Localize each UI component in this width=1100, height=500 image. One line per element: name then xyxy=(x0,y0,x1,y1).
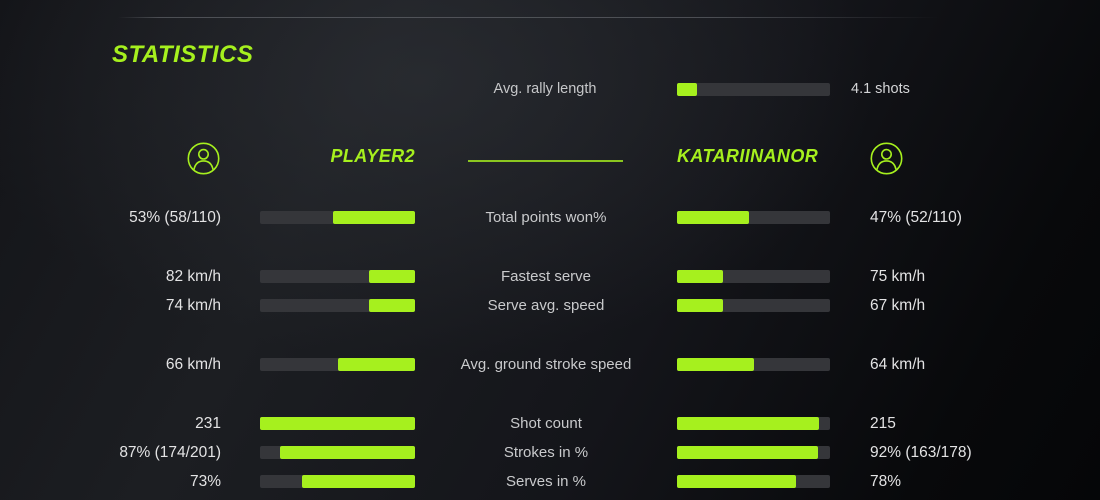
right-bar-fill xyxy=(677,358,754,371)
players-divider-line xyxy=(468,160,623,162)
right-player-value: 67 km/h xyxy=(870,296,926,314)
stat-label: Total points won% xyxy=(485,209,607,226)
avg-rally-length-bar xyxy=(677,83,830,96)
left-player-bar xyxy=(260,417,415,430)
right-player-bar xyxy=(677,299,830,312)
left-bar-fill xyxy=(260,417,415,430)
left-player-value: 82 km/h xyxy=(165,267,221,285)
right-player-bar xyxy=(677,475,830,488)
left-bar-fill xyxy=(280,446,415,459)
left-player-value: 73% xyxy=(189,472,221,490)
person-circle-icon xyxy=(187,142,220,175)
right-player-value: 64 km/h xyxy=(870,355,926,373)
stat-label: Serves in % xyxy=(505,473,587,490)
stat-label: Shot count xyxy=(510,415,582,432)
stat-label: Fastest serve xyxy=(500,268,592,285)
left-player-bar xyxy=(260,358,415,371)
right-player-value: 78% xyxy=(870,472,902,490)
rally-bar-fill xyxy=(677,83,697,96)
right-player-bar xyxy=(677,270,830,283)
right-player-bar xyxy=(677,417,830,430)
left-player-value: 66 km/h xyxy=(165,355,221,373)
top-divider-line xyxy=(118,17,940,18)
right-bar-fill xyxy=(677,270,723,283)
stat-row: 73% Serves in % 78% xyxy=(0,467,1100,496)
left-player-bar xyxy=(260,299,415,312)
left-bar-fill xyxy=(332,211,415,224)
right-player-name: KATARIINANOR xyxy=(677,146,819,166)
stat-label: Serve avg. speed xyxy=(487,297,605,314)
right-bar-fill xyxy=(677,417,820,430)
left-player-bar xyxy=(260,446,415,459)
left-player-avatar[interactable] xyxy=(187,142,220,175)
left-player-bar xyxy=(260,270,415,283)
stat-row: 82 km/h Fastest serve 75 km/h xyxy=(0,262,1100,291)
left-player-value: 74 km/h xyxy=(165,296,221,314)
stat-row: 231 Shot count 215 xyxy=(0,409,1100,438)
right-bar-fill xyxy=(677,211,749,224)
right-player-value: 47% (52/110) xyxy=(870,208,962,226)
stat-row: 66 km/h Avg. ground stroke speed 64 km/h xyxy=(0,350,1100,379)
right-bar-fill xyxy=(677,475,797,488)
left-player-bar xyxy=(260,211,415,224)
left-bar-fill xyxy=(368,270,415,283)
right-player-value: 75 km/h xyxy=(870,267,926,285)
stat-row: 53% (58/110) Total points won% 47% (52/1… xyxy=(0,203,1100,232)
left-player-value: 87% (174/201) xyxy=(119,443,221,461)
person-circle-icon xyxy=(870,142,903,175)
page-title: STATISTICS xyxy=(112,41,254,68)
stat-row: 74 km/h Serve avg. speed 67 km/h xyxy=(0,291,1100,320)
right-player-avatar[interactable] xyxy=(870,142,903,175)
stat-row: 87% (174/201) Strokes in % 92% (163/178) xyxy=(0,438,1100,467)
right-player-value: 92% (163/178) xyxy=(870,443,972,461)
right-player-value: 215 xyxy=(870,414,896,432)
left-bar-fill xyxy=(301,475,415,488)
right-player-bar xyxy=(677,358,830,371)
stats-rows: 53% (58/110) Total points won% 47% (52/1… xyxy=(0,203,1100,496)
left-player-value: 231 xyxy=(195,414,221,432)
left-bar-fill xyxy=(368,299,415,312)
left-player-name: PLAYER2 xyxy=(330,146,415,166)
avg-rally-length-value: 4.1 shots xyxy=(851,81,910,97)
stat-label: Strokes in % xyxy=(503,444,589,461)
right-player-bar xyxy=(677,446,830,459)
stat-label: Avg. ground stroke speed xyxy=(460,356,632,373)
right-bar-fill xyxy=(677,299,723,312)
left-player-bar xyxy=(260,475,415,488)
right-bar-fill xyxy=(677,446,818,459)
left-player-value: 53% (58/110) xyxy=(129,208,221,226)
right-player-bar xyxy=(677,211,830,224)
avg-rally-length-label: Avg. rally length xyxy=(493,81,597,97)
left-bar-fill xyxy=(337,358,415,371)
